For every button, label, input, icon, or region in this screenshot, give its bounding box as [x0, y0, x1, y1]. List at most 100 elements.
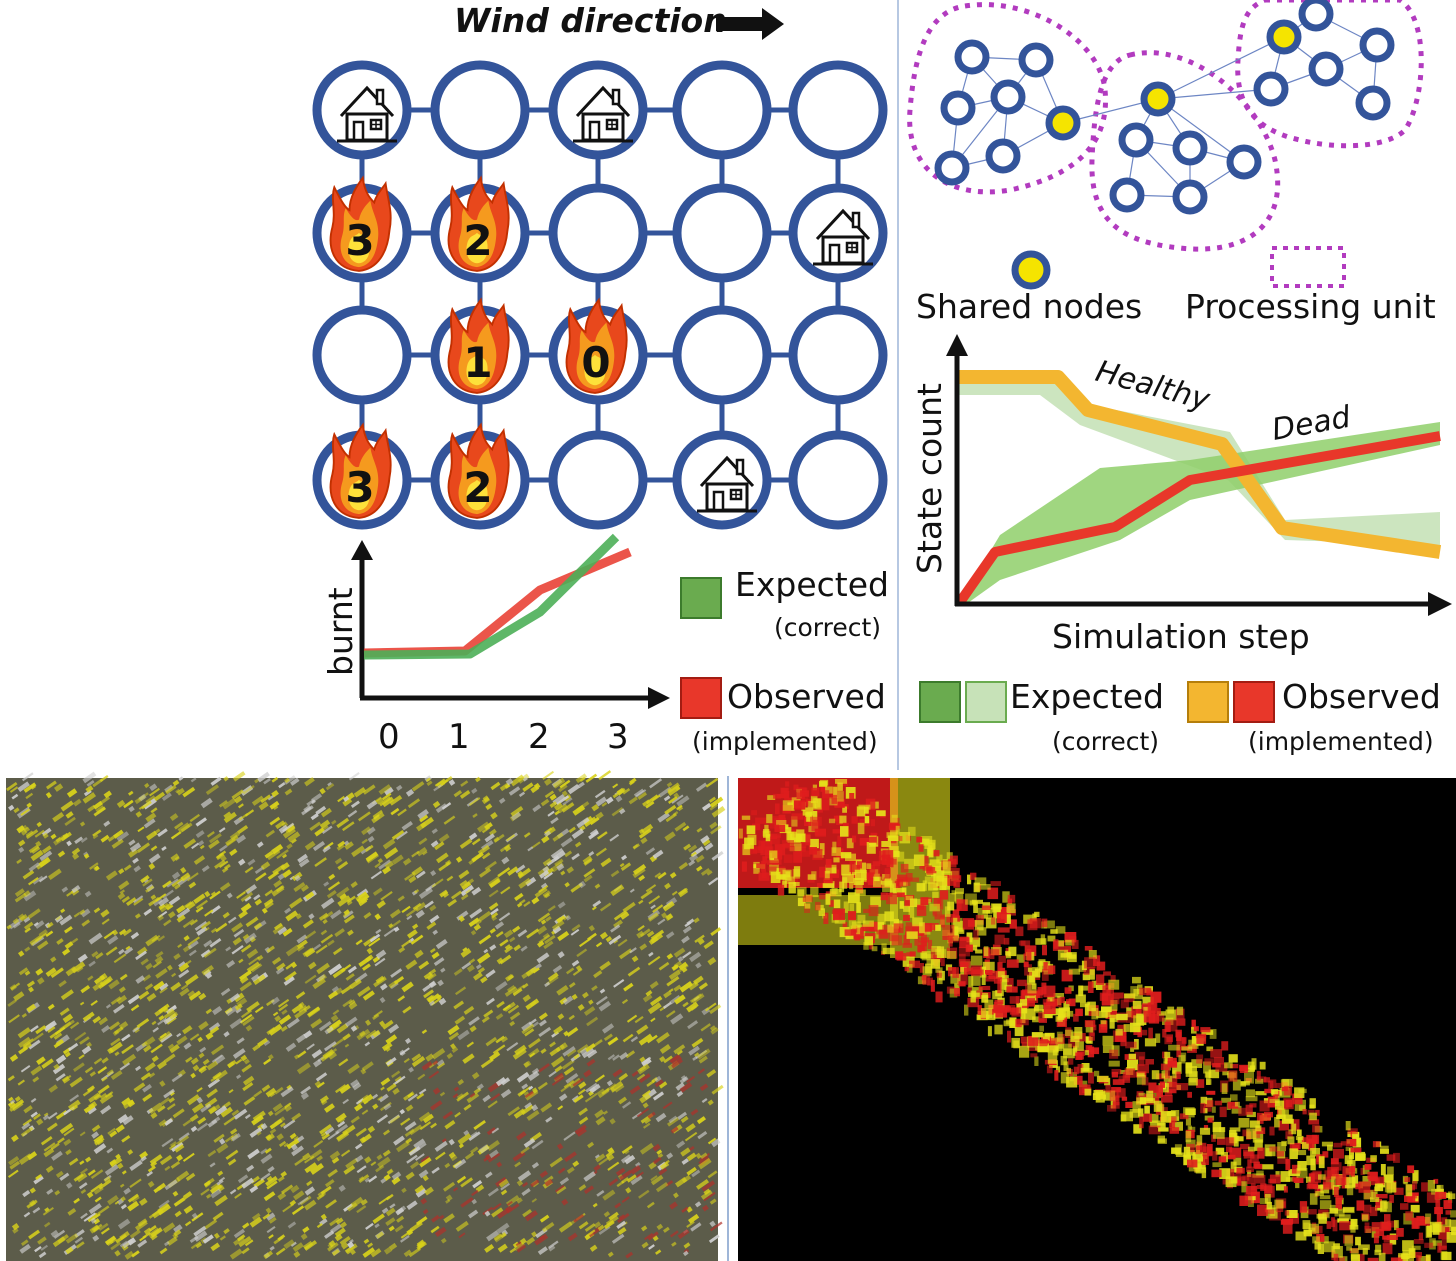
heatmap-left-speck [207, 1105, 217, 1115]
heatmap-left-speck [536, 925, 548, 935]
heatmap-left-speck [183, 901, 193, 909]
heatmap-left-speck [179, 987, 190, 997]
heatmap-left-speck [330, 1223, 342, 1234]
burnt-x-tick-1: 1 [448, 717, 470, 757]
heatmap-left-speck [30, 1065, 43, 1076]
heatmap-left-speck [200, 1103, 212, 1113]
heatmap-left-speck [418, 887, 433, 899]
heatmap-left-speck [215, 922, 228, 933]
heatmap-left-speck [325, 1199, 337, 1209]
heatmap-left-speck [659, 1044, 671, 1054]
heatmap-left-speck [557, 1013, 565, 1020]
heatmap-right-cell [1099, 992, 1108, 1001]
heatmap-left-speck [656, 1149, 663, 1155]
heatmap-left-speck [504, 944, 512, 950]
heatmap-left-speck [364, 1177, 371, 1183]
heatmap-left-speck [677, 1228, 690, 1240]
heatmap-left-speck [603, 1033, 613, 1042]
heatmap-left-speck [682, 1001, 689, 1008]
heatmap-left-speck [374, 957, 386, 967]
heatmap-left-speck [189, 1033, 200, 1041]
heatmap-right-cell [873, 876, 882, 888]
heatmap-left-speck [384, 786, 394, 796]
heatmap-left-speck [457, 1079, 465, 1086]
heatmap-left-speck [13, 991, 25, 1002]
heatmap-right-cell [922, 975, 930, 985]
heatmap-left-speck [87, 1169, 96, 1177]
heatmap-left-speck [686, 1152, 697, 1162]
heatmap-right-cell [1327, 1144, 1333, 1151]
heatmap-left-speck [210, 776, 222, 786]
heatmap-left-speck [675, 1082, 685, 1091]
heatmap-left-speck [638, 899, 644, 905]
heatmap-left-speck [702, 838, 711, 847]
heatmap-right-cell [1375, 1194, 1388, 1199]
heatmap-left-speck [576, 817, 590, 829]
heatmap-left-speck [381, 1207, 389, 1214]
heatmap-right-cell [996, 912, 1007, 924]
heatmap-left-speck [333, 987, 344, 997]
heatmap-left-speck [401, 820, 413, 831]
heatmap-right-cell [1201, 1167, 1207, 1179]
heatmap-left-speck [646, 930, 655, 938]
network-node [1298, 0, 1334, 32]
heatmap-left-speck [227, 1061, 235, 1069]
heatmap-left-speck [319, 1095, 329, 1104]
heatmap-left-speck [599, 902, 612, 912]
heatmap-right-cell [1280, 1171, 1291, 1182]
heatmap-left-speck [411, 1053, 422, 1062]
heatmap-left-speck [122, 1053, 137, 1066]
heatmap-left-speck [244, 1113, 251, 1120]
heatmap-right-cell [939, 915, 945, 928]
heatmap-left-speck [489, 927, 496, 934]
heatmap-right-cell [856, 861, 862, 869]
heatmap-left-speck [188, 949, 197, 957]
heatmap-left-speck [284, 970, 297, 982]
heatmap-left-speck [663, 1055, 673, 1064]
heatmap-right-cell [1160, 1063, 1169, 1070]
heatmap-right-cell [1333, 1186, 1339, 1198]
heatmap-left-speck [364, 1019, 372, 1026]
heatmap-left-speck [702, 802, 712, 812]
heatmap-left-speck [23, 826, 30, 833]
heatmap-right-cell [1445, 1219, 1452, 1228]
heatmap-right-cell [1282, 1223, 1293, 1234]
heatmap-left-speck [500, 1088, 512, 1099]
heatmap-left-speck [681, 935, 690, 944]
heatmap-left-speck [144, 983, 154, 991]
heatmap-right-cell [1339, 1221, 1351, 1231]
heatmap-left-speck [320, 933, 334, 944]
heatmap-left-speck [166, 1236, 178, 1246]
heatmap-left-speck [492, 1044, 506, 1055]
heatmap-left-speck [506, 1200, 513, 1207]
heatmap-left-speck [563, 1030, 569, 1037]
heatmap-left-speck [671, 794, 684, 804]
heatmap-right-cell [854, 869, 867, 881]
heatmap-left-speck [86, 1041, 93, 1048]
heatmap-left-speck [537, 940, 545, 948]
heatmap-left-speck [709, 803, 718, 811]
heatmap-left-speck [401, 939, 412, 948]
heatmap-left-speck [353, 787, 367, 798]
heatmap-left-speck [116, 799, 126, 808]
heatmap-left-speck [128, 839, 136, 846]
heatmap-left-speck [298, 1005, 308, 1013]
heatmap-right-cell [1416, 1255, 1421, 1261]
heatmap-left-speck [150, 1112, 158, 1119]
heatmap-left-speck [398, 946, 406, 954]
heatmap-left-speck [155, 968, 168, 979]
heatmap-left-speck [335, 1084, 347, 1094]
heatmap-left-speck [583, 874, 593, 883]
heatmap-left-speck [515, 1241, 523, 1249]
heatmap-right-cell [1188, 1039, 1199, 1049]
heatmap-left-speck [238, 803, 244, 809]
heatmap-right-cell [1229, 1127, 1241, 1132]
heatmap-left-speck [476, 1083, 484, 1091]
heatmap-left-speck [251, 795, 265, 806]
heatmap-left-speck [473, 1119, 486, 1130]
heatmap-left-speck [710, 927, 722, 936]
heatmap-left-speck [229, 1018, 243, 1030]
grid-cell-3-1: 2 [430, 423, 530, 530]
heatmap-left-speck [168, 895, 181, 906]
heatmap-left-speck [450, 1154, 458, 1162]
